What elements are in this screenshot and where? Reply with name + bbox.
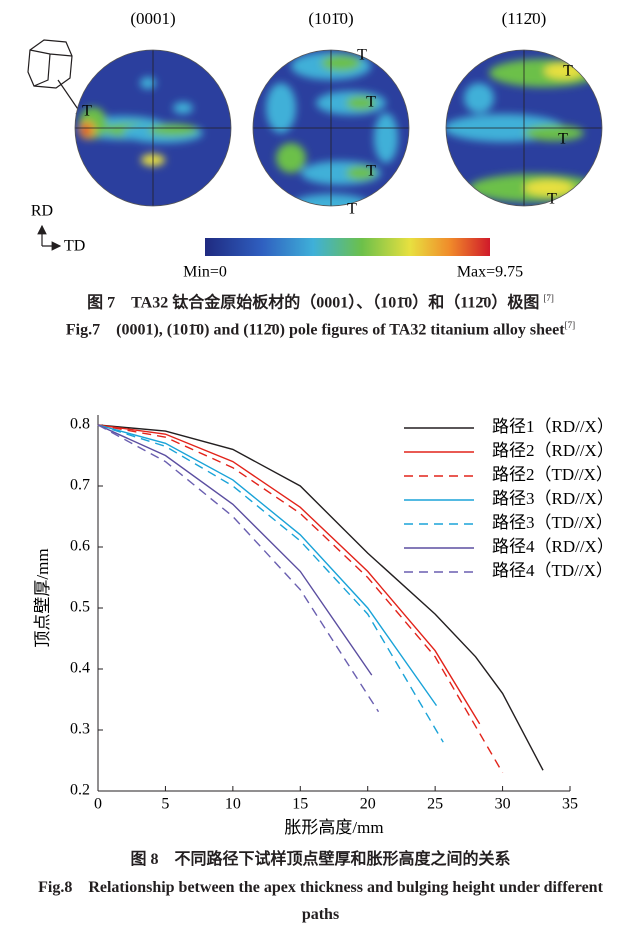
x-tick-label: 25 xyxy=(427,796,443,813)
pole-outline xyxy=(445,49,603,207)
pole-label: (0001) xyxy=(130,9,175,28)
legend-label: 路径2（TD//X） xyxy=(492,465,613,484)
series-line xyxy=(97,424,544,771)
blob xyxy=(291,194,371,206)
pole-marker: T xyxy=(563,63,573,80)
blob xyxy=(266,83,296,133)
y-tick-label: 0.2 xyxy=(70,782,90,799)
rd-td-axes xyxy=(37,224,62,251)
ref: [7] xyxy=(564,320,576,330)
series-line xyxy=(97,424,504,774)
crystal-icon xyxy=(27,39,73,89)
caption-text: 图 7 TA32 钛合金原始板材的（0001）、（101̄0）和（112̄0）极… xyxy=(87,294,540,312)
blob xyxy=(82,125,90,135)
x-axis-label: 胀形高度/mm xyxy=(284,818,383,837)
y-tick-label: 0.5 xyxy=(70,599,90,616)
y-tick-label: 0.6 xyxy=(70,538,90,555)
y-tick-label: 0.8 xyxy=(70,416,90,433)
y-tick-label: 0.7 xyxy=(70,477,90,494)
caption-text: Fig.7 (0001), (101̄0) and (112̄0) pole f… xyxy=(65,321,565,339)
figure8-caption-en: Fig.8 Relationship between the apex thic… xyxy=(38,879,603,923)
blob xyxy=(173,102,193,114)
pole-label: (112̄0) xyxy=(502,9,547,28)
rd-label: RD xyxy=(31,203,53,220)
figure7-caption-en: Fig.7 (0001), (101̄0) and (112̄0) pole f… xyxy=(20,312,621,343)
x-tick-label: 5 xyxy=(161,796,169,813)
pole-marker: T xyxy=(357,47,367,64)
x-tick-label: 35 xyxy=(562,796,578,813)
x-tick-label: 10 xyxy=(225,796,241,813)
pole-marker: T xyxy=(347,201,357,218)
pole-figure xyxy=(446,50,602,206)
blob xyxy=(489,59,599,87)
series-line xyxy=(97,424,373,676)
colorbar-min: Min=0 xyxy=(183,264,227,281)
x-tick-label: 30 xyxy=(495,796,511,813)
pole-figure xyxy=(253,50,409,206)
y-tick-label: 0.4 xyxy=(70,660,90,677)
series-line xyxy=(97,424,481,725)
ref: [7] xyxy=(543,293,554,303)
pole-marker: T xyxy=(558,131,568,148)
blob xyxy=(374,113,398,163)
pole-outline xyxy=(74,49,232,207)
x-tick-label: 20 xyxy=(360,796,376,813)
legend-label: 路径1（RD//X） xyxy=(492,417,614,436)
legend-label: 路径4（RD//X） xyxy=(492,537,614,556)
blob xyxy=(321,55,361,71)
pole-marker: T xyxy=(547,191,557,208)
legend-label: 路径2（RD//X） xyxy=(492,441,614,460)
legend-label: 路径3（TD//X） xyxy=(492,513,613,532)
y-axis-label: 顶点壁厚/mm xyxy=(33,548,52,647)
x-tick-label: 0 xyxy=(94,796,102,813)
figure7-caption-cn: 图 7 TA32 钛合金原始板材的（0001）、（101̄0）和（112̄0）极… xyxy=(20,285,621,316)
series-line xyxy=(97,424,380,713)
pole-marker: T xyxy=(366,163,376,180)
blob xyxy=(346,166,376,180)
td-label: TD xyxy=(64,238,85,255)
blob xyxy=(524,180,574,196)
figure8-caption-cn: 图 8 不同路径下试样顶点壁厚和胀形高度之间的关系 xyxy=(130,851,511,868)
legend-label: 路径4（TD//X） xyxy=(492,561,613,580)
blob xyxy=(464,83,494,113)
blob xyxy=(524,125,584,141)
blob xyxy=(276,143,306,173)
y-tick-label: 0.3 xyxy=(70,721,90,738)
pole-label: (101̄0) xyxy=(308,9,353,28)
blob xyxy=(140,77,156,89)
series-line xyxy=(97,424,444,743)
pole-marker: T xyxy=(366,94,376,111)
series-line xyxy=(97,424,438,707)
pole-marker: T xyxy=(82,103,92,120)
blob xyxy=(346,96,376,110)
colorbar-max: Max=9.75 xyxy=(457,264,523,281)
pole-outline xyxy=(252,49,410,207)
x-tick-label: 15 xyxy=(292,796,308,813)
pole-figure xyxy=(75,50,231,206)
legend-label: 路径3（RD//X） xyxy=(492,489,614,508)
colorbar xyxy=(205,238,490,256)
blob xyxy=(148,124,198,136)
